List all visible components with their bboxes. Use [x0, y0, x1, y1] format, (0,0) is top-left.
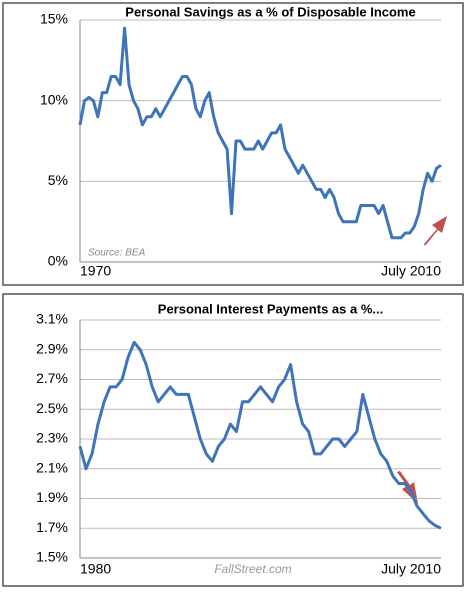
x-tick-label: 1980: [80, 561, 111, 577]
panel: [2, 293, 464, 587]
x-tick-label: 1970: [80, 263, 111, 279]
y-tick-label: 2.5%: [36, 400, 68, 416]
annotation: FallStreet.com: [214, 562, 291, 576]
y-tick-label: 0%: [48, 253, 68, 269]
annotation: Source: BEA: [88, 248, 146, 259]
y-tick-label: 1.7%: [36, 519, 68, 535]
panel: [2, 2, 464, 286]
y-tick-label: 2.1%: [36, 459, 68, 475]
y-tick-label: 2.9%: [36, 340, 68, 356]
data-line: [78, 340, 442, 530]
y-tick-label: 3.1%: [36, 311, 68, 327]
y-tick-label: 2.7%: [36, 370, 68, 386]
y-tick-label: 1.9%: [36, 489, 68, 505]
chart-title: Personal Savings as a % of Disposable In…: [125, 4, 415, 19]
y-tick-label: 2.3%: [36, 430, 68, 446]
data-line: [78, 26, 442, 240]
y-tick-label: 15%: [40, 11, 68, 27]
y-tick-label: 1.5%: [36, 549, 68, 565]
y-tick-label: 5%: [48, 172, 68, 188]
x-tick-label: July 2010: [381, 263, 441, 279]
y-tick-label: 10%: [40, 91, 68, 107]
arrow: [424, 216, 447, 246]
chart-title: Personal Interest Payments as a %...: [158, 301, 383, 316]
x-tick-label: July 2010: [381, 561, 441, 577]
